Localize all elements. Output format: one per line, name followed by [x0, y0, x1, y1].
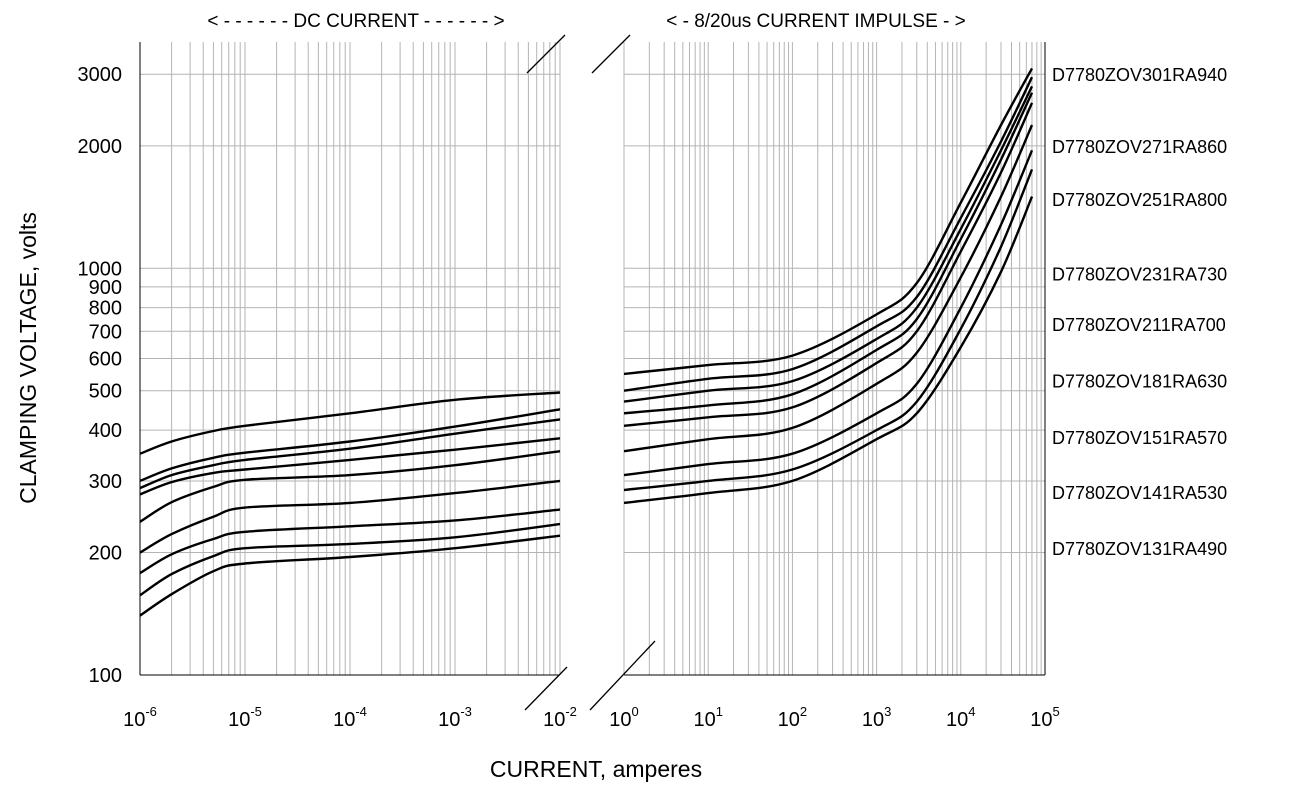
x-tick-label: 100 [609, 704, 638, 731]
series-line-impulse [623, 196, 1034, 505]
y-tick-label: 800 [89, 298, 122, 320]
series-label: D7780ZOV271RA860 [1052, 137, 1227, 157]
y-tick-label: 1000 [78, 258, 123, 280]
x-tick-label: 103 [862, 704, 891, 731]
series-line-impulse [623, 102, 1034, 427]
x-axis-title: CURRENT, amperes [490, 756, 702, 782]
y-tick-label: 300 [89, 471, 122, 493]
series-line-impulse [623, 92, 1034, 415]
x-tick-label: 10-5 [228, 704, 262, 731]
axis-break-marks [524, 34, 656, 711]
y-tick-label: 400 [89, 420, 122, 442]
series-label: D7780ZOV181RA630 [1052, 371, 1227, 391]
y-tick-label: 100 [89, 665, 122, 687]
series-label: D7780ZOV211RA700 [1052, 315, 1226, 335]
series-line-impulse [623, 76, 1034, 392]
axis-break-mark [524, 666, 568, 711]
x-tick-label: 101 [693, 704, 722, 731]
series-line-impulse [623, 168, 1034, 492]
y-axis-title: CLAMPING VOLTAGE, volts [15, 212, 41, 504]
series-label: D7780ZOV131RA490 [1052, 539, 1227, 559]
series-line-dc [139, 450, 561, 523]
series-line-impulse [623, 124, 1034, 453]
series-label: D7780ZOV141RA530 [1052, 483, 1227, 503]
y-tick-label: 3000 [78, 64, 123, 86]
y-tick-label: 2000 [78, 136, 123, 158]
series-line-dc [139, 522, 561, 597]
y-tick-label: 600 [89, 349, 122, 371]
series-line-dc [139, 534, 561, 617]
series-line-dc [139, 408, 561, 483]
axis-break-mark [589, 640, 656, 711]
series-line-dc [139, 479, 561, 554]
series-line-dc [139, 437, 561, 496]
y-tick-label: 900 [89, 277, 122, 299]
y-tick-label: 700 [89, 321, 122, 343]
series-line-dc [139, 508, 561, 575]
dc-section-title: < - - - - - - DC CURRENT - - - - - - > [207, 11, 504, 32]
impulse-section-title: < - 8/20us CURRENT IMPULSE - > [666, 11, 966, 32]
series-label: D7780ZOV301RA940 [1052, 65, 1227, 85]
x-tick-label: 10-3 [438, 704, 472, 731]
x-tick-label: 104 [946, 704, 975, 731]
series-line-impulse [623, 67, 1034, 376]
series-curves [139, 67, 1034, 617]
series-line-dc [139, 418, 561, 490]
x-tick-label: 102 [778, 704, 807, 731]
y-tick-label: 200 [89, 543, 122, 565]
axis-break-mark [591, 34, 631, 74]
x-tick-labels: 10-6 10-5 10-4 10-3 10-2 100 101 102 103 104 105 [123, 704, 1060, 731]
x-tick-label: 10-2 [543, 704, 577, 731]
series-label: D7780ZOV231RA730 [1052, 265, 1227, 285]
axis-break-mark [526, 34, 566, 74]
series-label: D7780ZOV151RA570 [1052, 428, 1227, 448]
series-line-dc [139, 391, 561, 455]
y-tick-label: 500 [89, 381, 122, 403]
series-labels: D7780ZOV301RA940 D7780ZOV271RA860 D7780ZOV… [1052, 65, 1227, 559]
x-tick-label: 10-4 [333, 704, 367, 731]
plot-frame [139, 42, 1046, 676]
x-tick-label: 10-6 [123, 704, 157, 731]
grid [139, 42, 1046, 676]
series-line-impulse [623, 149, 1034, 477]
series-line-impulse [623, 85, 1034, 403]
x-tick-label: 105 [1030, 704, 1059, 731]
series-label: D7780ZOV251RA800 [1052, 190, 1227, 210]
